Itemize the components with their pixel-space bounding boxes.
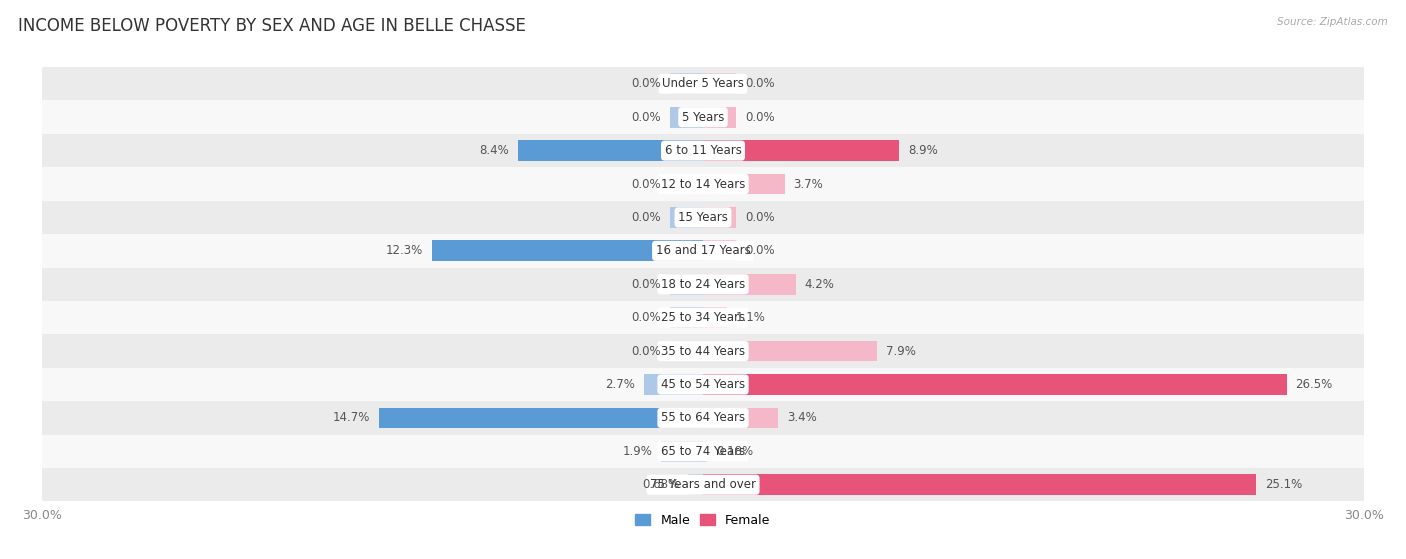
- Text: 65 to 74 Years: 65 to 74 Years: [661, 445, 745, 458]
- Bar: [42, 368, 1364, 401]
- Bar: [42, 134, 1364, 167]
- Bar: [42, 268, 1364, 301]
- Text: 0.0%: 0.0%: [631, 344, 661, 358]
- Bar: [669, 73, 703, 94]
- Text: 4.2%: 4.2%: [804, 278, 834, 291]
- Bar: [703, 374, 1286, 395]
- Text: 0.0%: 0.0%: [745, 211, 775, 224]
- Bar: [703, 441, 707, 462]
- Text: 15 Years: 15 Years: [678, 211, 728, 224]
- Bar: [42, 201, 1364, 234]
- Bar: [703, 107, 737, 127]
- Text: 1.1%: 1.1%: [737, 311, 766, 324]
- Text: 0.0%: 0.0%: [631, 311, 661, 324]
- Bar: [703, 475, 1256, 495]
- Text: 0.0%: 0.0%: [631, 211, 661, 224]
- Bar: [42, 67, 1364, 101]
- Text: 18 to 24 Years: 18 to 24 Years: [661, 278, 745, 291]
- Bar: [669, 307, 703, 328]
- Bar: [42, 167, 1364, 201]
- Bar: [432, 240, 703, 261]
- Bar: [644, 374, 703, 395]
- Text: 0.0%: 0.0%: [631, 178, 661, 191]
- Bar: [703, 140, 898, 161]
- Text: 0.18%: 0.18%: [716, 445, 752, 458]
- Text: Under 5 Years: Under 5 Years: [662, 77, 744, 91]
- Text: 0.0%: 0.0%: [745, 77, 775, 91]
- Bar: [42, 334, 1364, 368]
- Text: 14.7%: 14.7%: [333, 411, 370, 424]
- Text: 1.9%: 1.9%: [623, 445, 652, 458]
- Bar: [703, 408, 778, 428]
- Text: INCOME BELOW POVERTY BY SEX AND AGE IN BELLE CHASSE: INCOME BELOW POVERTY BY SEX AND AGE IN B…: [18, 17, 526, 35]
- Bar: [42, 468, 1364, 501]
- Legend: Male, Female: Male, Female: [630, 509, 776, 532]
- Text: 0.0%: 0.0%: [631, 278, 661, 291]
- Bar: [661, 441, 703, 462]
- Text: 3.7%: 3.7%: [793, 178, 823, 191]
- Text: 0.0%: 0.0%: [745, 244, 775, 257]
- Bar: [669, 174, 703, 195]
- Bar: [669, 107, 703, 127]
- Text: 8.9%: 8.9%: [908, 144, 938, 157]
- Text: 7.9%: 7.9%: [886, 344, 915, 358]
- Text: Source: ZipAtlas.com: Source: ZipAtlas.com: [1277, 17, 1388, 27]
- Bar: [703, 341, 877, 362]
- Text: 26.5%: 26.5%: [1295, 378, 1333, 391]
- Bar: [42, 234, 1364, 268]
- Bar: [517, 140, 703, 161]
- Text: 25.1%: 25.1%: [1264, 478, 1302, 491]
- Bar: [688, 475, 703, 495]
- Text: 3.4%: 3.4%: [787, 411, 817, 424]
- Bar: [669, 274, 703, 295]
- Text: 8.4%: 8.4%: [479, 144, 509, 157]
- Bar: [42, 401, 1364, 434]
- Bar: [703, 174, 785, 195]
- Text: 25 to 34 Years: 25 to 34 Years: [661, 311, 745, 324]
- Text: 0.68%: 0.68%: [643, 478, 679, 491]
- Text: 0.0%: 0.0%: [631, 77, 661, 91]
- Text: 45 to 54 Years: 45 to 54 Years: [661, 378, 745, 391]
- Bar: [703, 73, 737, 94]
- Text: 0.0%: 0.0%: [745, 111, 775, 124]
- Bar: [669, 207, 703, 228]
- Bar: [42, 101, 1364, 134]
- Text: 6 to 11 Years: 6 to 11 Years: [665, 144, 741, 157]
- Bar: [703, 240, 737, 261]
- Bar: [703, 274, 796, 295]
- Text: 12 to 14 Years: 12 to 14 Years: [661, 178, 745, 191]
- Bar: [380, 408, 703, 428]
- Text: 75 Years and over: 75 Years and over: [650, 478, 756, 491]
- Bar: [703, 207, 737, 228]
- Bar: [42, 434, 1364, 468]
- Text: 12.3%: 12.3%: [387, 244, 423, 257]
- Text: 55 to 64 Years: 55 to 64 Years: [661, 411, 745, 424]
- Text: 35 to 44 Years: 35 to 44 Years: [661, 344, 745, 358]
- Text: 2.7%: 2.7%: [605, 378, 634, 391]
- Bar: [669, 341, 703, 362]
- Text: 16 and 17 Years: 16 and 17 Years: [655, 244, 751, 257]
- Text: 0.0%: 0.0%: [631, 111, 661, 124]
- Bar: [703, 307, 727, 328]
- Text: 5 Years: 5 Years: [682, 111, 724, 124]
- Bar: [42, 301, 1364, 334]
